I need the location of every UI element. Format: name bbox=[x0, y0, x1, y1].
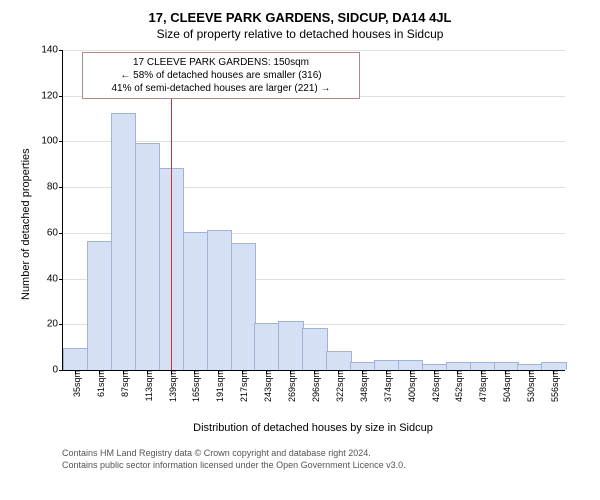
y-axis-label: Number of detached properties bbox=[20, 148, 32, 300]
footer-line-1: Contains HM Land Registry data © Crown c… bbox=[62, 448, 406, 460]
histogram-bar bbox=[470, 362, 495, 370]
histogram-bar bbox=[326, 351, 351, 370]
chart-title: 17, CLEEVE PARK GARDENS, SIDCUP, DA14 4J… bbox=[0, 0, 600, 25]
histogram-bar bbox=[278, 321, 303, 370]
ytick-label: 60 bbox=[47, 227, 63, 238]
xtick-label: 478sqm bbox=[474, 370, 488, 402]
annotation-line-2: ← 58% of detached houses are smaller (31… bbox=[91, 69, 351, 82]
x-axis-label: Distribution of detached houses by size … bbox=[62, 422, 564, 434]
chart-container: 17, CLEEVE PARK GARDENS, SIDCUP, DA14 4J… bbox=[0, 0, 600, 500]
histogram-bar bbox=[541, 362, 566, 370]
ytick-label: 140 bbox=[41, 45, 63, 56]
xtick-label: 452sqm bbox=[450, 370, 464, 402]
annotation-box: 17 CLEEVE PARK GARDENS: 150sqm ← 58% of … bbox=[82, 52, 360, 99]
xtick-label: 269sqm bbox=[283, 370, 297, 402]
xtick-label: 426sqm bbox=[427, 370, 441, 402]
ytick-label: 0 bbox=[52, 365, 63, 376]
histogram-bar bbox=[494, 362, 519, 370]
histogram-bar bbox=[302, 328, 327, 370]
ytick-label: 40 bbox=[47, 273, 63, 284]
footer-attribution: Contains HM Land Registry data © Crown c… bbox=[62, 448, 406, 471]
histogram-bar bbox=[446, 362, 471, 370]
histogram-bar bbox=[207, 230, 232, 370]
histogram-bar bbox=[398, 360, 423, 370]
histogram-bar bbox=[231, 243, 256, 370]
gridline bbox=[63, 50, 565, 51]
xtick-label: 243sqm bbox=[259, 370, 273, 402]
xtick-label: 504sqm bbox=[498, 370, 512, 402]
annotation-line-3: 41% of semi-detached houses are larger (… bbox=[91, 82, 351, 95]
chart-subtitle: Size of property relative to detached ho… bbox=[0, 25, 600, 41]
ytick-label: 100 bbox=[41, 136, 63, 147]
histogram-bar bbox=[135, 143, 160, 370]
xtick-label: 348sqm bbox=[355, 370, 369, 402]
xtick-label: 35sqm bbox=[68, 370, 82, 397]
histogram-bar bbox=[183, 232, 208, 370]
xtick-label: 400sqm bbox=[403, 370, 417, 402]
histogram-bar bbox=[374, 360, 399, 370]
footer-line-2: Contains public sector information licen… bbox=[62, 460, 406, 472]
ytick-label: 20 bbox=[47, 319, 63, 330]
reference-line bbox=[171, 88, 172, 370]
xtick-label: 322sqm bbox=[331, 370, 345, 402]
xtick-label: 61sqm bbox=[92, 370, 106, 397]
histogram-bar bbox=[63, 348, 88, 370]
xtick-label: 374sqm bbox=[379, 370, 393, 402]
ytick-label: 120 bbox=[41, 90, 63, 101]
xtick-label: 165sqm bbox=[187, 370, 201, 402]
xtick-label: 87sqm bbox=[116, 370, 130, 397]
histogram-bar bbox=[111, 113, 136, 370]
xtick-label: 113sqm bbox=[140, 370, 154, 401]
xtick-label: 296sqm bbox=[307, 370, 321, 402]
xtick-label: 191sqm bbox=[211, 370, 225, 402]
xtick-label: 530sqm bbox=[522, 370, 536, 402]
histogram-bar bbox=[87, 241, 112, 370]
annotation-line-1: 17 CLEEVE PARK GARDENS: 150sqm bbox=[91, 56, 351, 69]
xtick-label: 139sqm bbox=[164, 370, 178, 402]
xtick-label: 556sqm bbox=[546, 370, 560, 402]
ytick-label: 80 bbox=[47, 182, 63, 193]
histogram-bar bbox=[254, 323, 279, 370]
xtick-label: 217sqm bbox=[235, 370, 249, 402]
histogram-bar bbox=[350, 362, 375, 370]
